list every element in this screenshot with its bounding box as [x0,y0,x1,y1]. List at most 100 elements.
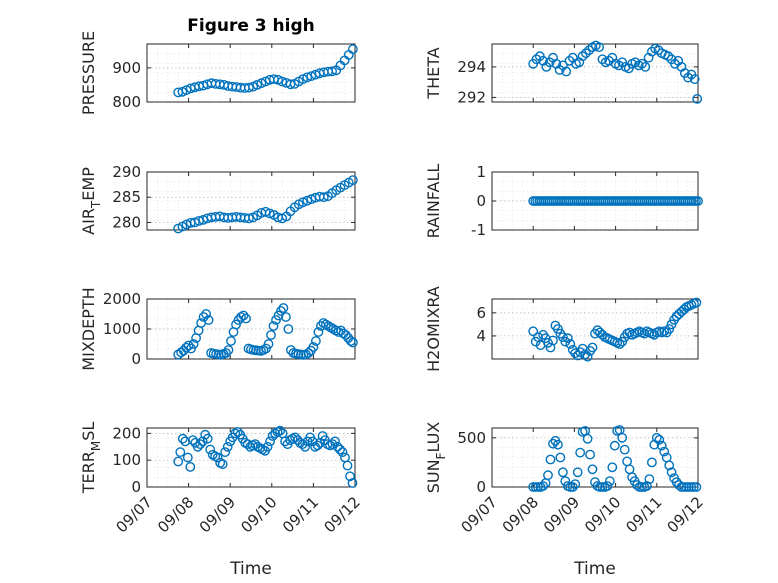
data-point [587,342,598,353]
data-point [575,447,586,458]
x-tick-label: 09/10 [237,493,280,536]
data-point [285,79,296,90]
subplot-pressure: 800 900 PRESSURE [79,31,358,115]
data-point [666,467,677,478]
data-point [280,312,291,322]
data-point [656,440,667,451]
data-point [691,297,702,308]
y-tick-label: 0 [131,350,141,368]
data-point [203,315,214,325]
data-point [595,327,605,338]
data-point [582,433,593,444]
data-point [302,72,313,83]
data-point [318,192,329,203]
data-point [347,337,358,348]
y-tick-label: 280 [112,213,141,231]
data-point [308,342,319,352]
data-point [241,313,251,324]
data-point [265,436,275,447]
data-point [187,435,198,445]
data-point [664,324,675,334]
data-point [173,456,184,467]
data-point [175,447,186,457]
y-tick-label: 1000 [103,320,141,338]
y-tick-label: 200 [112,424,141,442]
data-point [222,441,233,452]
y-tick-label: 4 [476,327,486,345]
data-point [266,330,276,340]
data-point [320,319,331,330]
data-point [258,345,269,355]
y-axis-label: RAINFALL [424,164,443,239]
data-point [330,436,340,447]
data-point [325,322,336,333]
data-point [594,42,604,52]
data-point [198,312,209,322]
data-point [278,303,289,313]
data-point [528,326,539,337]
data-point [562,333,573,344]
data-point [691,482,702,492]
data-point [243,82,254,93]
data-point [617,432,628,443]
data-point [624,464,635,475]
y-tick-label: 800 [112,93,141,111]
data-point [236,312,246,322]
data-point [565,339,576,349]
data-point [315,321,326,331]
y-tick-label: 900 [112,59,141,77]
data-point [664,460,675,471]
data-point [327,66,337,77]
data-point [318,318,329,328]
y-tick-label: 1 [476,163,486,181]
data-point [674,309,684,319]
data-point [609,440,620,451]
data-point [182,452,193,463]
data-point [561,66,572,77]
data-point [558,332,568,342]
data-point [223,345,234,355]
data-point [345,471,355,482]
data-point [268,321,279,331]
data-point [298,197,308,208]
axes-box [146,43,356,103]
data-point [663,51,674,62]
subplot-h2omixra: 4 6 H2OMIXRA [424,286,702,372]
y-tick-label: -1 [471,221,486,239]
data-point [345,336,356,346]
data-point [300,441,310,452]
data-point [340,330,351,340]
y-axis-label: PRESSURE [79,31,98,115]
x-tick-label: 09/09 [540,493,583,536]
data-point [619,444,630,455]
data-point [217,459,228,470]
x-tick-label: 09/08 [499,493,542,536]
y-tick-label: 294 [457,58,486,76]
data-point [570,479,581,489]
x-tick-label: 09/09 [196,493,239,536]
data-point [332,441,343,452]
data-point [659,446,670,457]
data-point [653,45,664,55]
data-point [201,309,212,319]
x-axis-label-right: Time [573,559,616,579]
subplot-mixdepth: 0 1000 2000 MIXDEPTH [79,287,358,371]
data-point [238,310,249,321]
y-axis-label: THETA [424,47,443,99]
subplot-theta: 292 294 THETA [424,40,703,106]
data-point [197,436,208,447]
data-point [275,425,285,436]
data-point [582,351,593,362]
x-tick-label: 09/07 [458,493,501,536]
data-point [543,470,553,481]
data-point [335,444,345,455]
data-point [671,477,682,487]
data-point [242,439,253,449]
data-point [205,444,216,455]
data-point [614,339,625,349]
y-tick-label: 500 [457,429,486,447]
data-point [276,306,286,316]
data-point [302,195,313,206]
data-point [195,439,206,449]
